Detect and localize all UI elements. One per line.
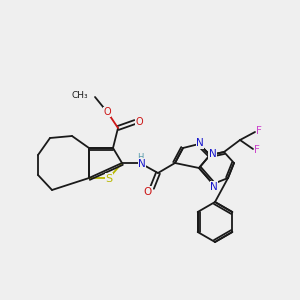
Text: S: S — [105, 174, 112, 184]
Text: N: N — [208, 151, 216, 161]
Text: N: N — [138, 159, 146, 169]
Text: O: O — [135, 117, 143, 127]
Text: F: F — [254, 145, 260, 155]
Text: O: O — [103, 107, 111, 117]
Text: CH₃: CH₃ — [71, 92, 88, 100]
Text: F: F — [256, 126, 262, 136]
Text: O: O — [143, 187, 151, 197]
Text: N: N — [196, 138, 204, 148]
Text: N: N — [209, 149, 217, 159]
Text: N: N — [210, 182, 218, 192]
Text: H: H — [137, 152, 143, 161]
